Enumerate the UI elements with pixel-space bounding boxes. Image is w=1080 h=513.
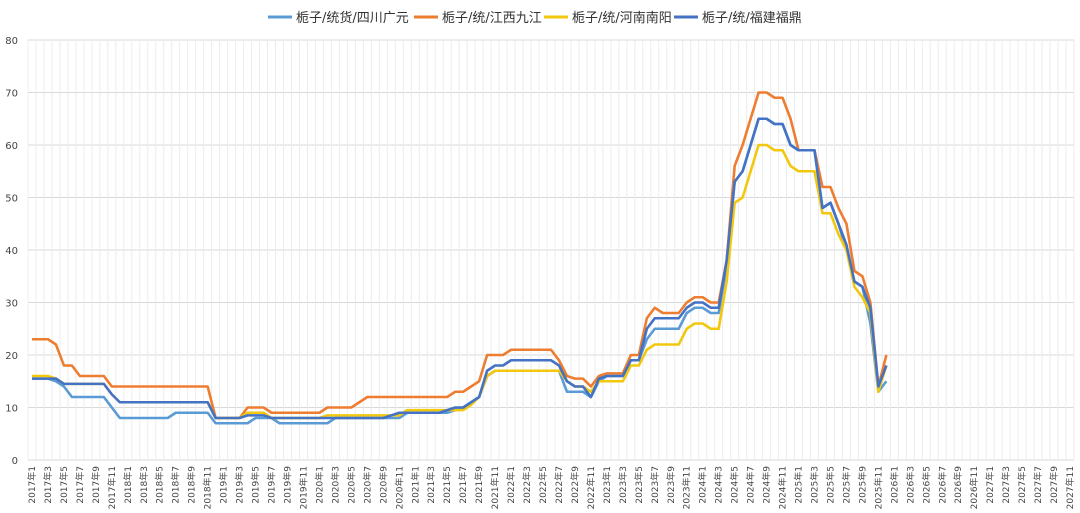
- x-tick-label: 2018年5: [154, 466, 166, 504]
- y-tick-label: 80: [5, 36, 18, 47]
- x-tick-label: 2026年11: [968, 466, 980, 509]
- x-tick-label: 2024年7: [745, 466, 757, 504]
- x-tick-label: 2021年1: [409, 466, 421, 504]
- x-tick-label: 2020年9: [377, 466, 389, 504]
- y-tick-label: 30: [5, 299, 18, 310]
- x-tick-label: 2017年3: [42, 466, 54, 504]
- x-tick-label: 2024年1: [697, 466, 709, 504]
- x-tick-label: 2026年3: [904, 466, 916, 504]
- x-tick-label: 2027年5: [1016, 466, 1028, 504]
- x-tick-label: 2022年11: [585, 466, 597, 509]
- x-tick-label: 2018年11: [202, 466, 214, 509]
- legend-label: 栀子/统/江西九江: [442, 11, 542, 26]
- x-tick-label: 2019年3: [234, 466, 246, 504]
- series-line-1: [31, 91, 888, 420]
- legend-label: 栀子/统货/四川广元: [296, 10, 409, 26]
- series-lines: [31, 91, 888, 425]
- x-axis-ticks: 2017年1 2017年3 2017年5 2017年7 2017年9 2017年11 201…: [26, 466, 1076, 510]
- x-tick-label: 2025年7: [840, 466, 852, 504]
- y-axis-ticks: 0 10 20 30 40 50 60 70 80: [5, 36, 18, 467]
- x-tick-label: 2026年1: [888, 466, 900, 504]
- x-tick-label: 2019年11: [297, 466, 309, 509]
- x-tick-label: 2021年9: [473, 466, 485, 504]
- y-tick-label: 60: [5, 141, 18, 152]
- x-tick-label: 2018年1: [122, 466, 134, 504]
- x-tick-label: 2020年3: [329, 466, 341, 504]
- x-tick-label: 2017年7: [74, 466, 86, 504]
- x-tick-label: 2026年7: [936, 466, 948, 504]
- x-tick-label: 2017年11: [106, 466, 118, 509]
- x-tick-label: 2022年5: [537, 466, 549, 504]
- x-tick-label: 2021年7: [457, 466, 469, 504]
- x-tick-label: 2022年1: [505, 466, 517, 504]
- x-tick-label: 2024年11: [777, 466, 789, 509]
- x-tick-label: 2023年1: [601, 466, 613, 504]
- x-tick-label: 2025年9: [856, 466, 868, 504]
- x-tick-label: 2027年9: [1048, 466, 1060, 504]
- x-tick-label: 2025年11: [872, 466, 884, 509]
- x-tick-label: 2026年5: [920, 466, 932, 504]
- x-tick-label: 2023年7: [649, 466, 661, 504]
- x-tick-label: 2019年7: [266, 466, 278, 504]
- y-tick-label: 20: [5, 351, 18, 362]
- x-tick-label: 2022年9: [569, 466, 581, 504]
- x-tick-label: 2020年1: [313, 466, 325, 504]
- x-tick-label: 2020年7: [361, 466, 373, 504]
- x-tick-label: 2017年9: [90, 466, 102, 504]
- x-tick-label: 2024年5: [729, 466, 741, 504]
- x-tick-label: 2023年9: [665, 466, 677, 504]
- x-tick-label: 2025年3: [808, 466, 820, 504]
- x-tick-label: 2022年7: [553, 466, 565, 504]
- y-tick-label: 10: [5, 404, 18, 415]
- x-tick-label: 2025年5: [824, 466, 836, 504]
- x-tick-label: 2023年11: [681, 466, 693, 509]
- legend-label: 栀子/统/河南南阳: [572, 10, 672, 26]
- x-tick-label: 2021年11: [489, 466, 501, 509]
- x-tick-label: 2021年3: [425, 466, 437, 504]
- x-tick-label: 2023年5: [633, 466, 645, 504]
- grid: [27, 39, 1075, 461]
- x-tick-label: 2017年1: [26, 466, 38, 504]
- x-tick-label: 2027年1: [984, 466, 996, 504]
- x-tick-label: 2017年5: [58, 466, 70, 504]
- x-tick-label: 2021年5: [441, 466, 453, 504]
- x-tick-label: 2024年3: [713, 466, 725, 504]
- x-tick-label: 2024年9: [761, 466, 773, 504]
- x-tick-label: 2027年7: [1032, 466, 1044, 504]
- x-tick-label: 2020年11: [393, 466, 405, 509]
- y-tick-label: 40: [5, 246, 18, 257]
- x-tick-label: 2019年1: [218, 466, 230, 504]
- x-tick-label: 2023年3: [617, 466, 629, 504]
- x-tick-label: 2026年9: [952, 466, 964, 504]
- x-tick-label: 2019年5: [250, 466, 262, 504]
- x-tick-label: 2018年3: [138, 466, 150, 504]
- y-tick-label: 70: [5, 89, 18, 100]
- x-tick-label: 2027年11: [1064, 466, 1076, 509]
- x-tick-label: 2019年9: [282, 466, 294, 504]
- x-tick-label: 2022年3: [521, 466, 533, 504]
- series-line-3: [31, 117, 888, 420]
- y-tick-label: 0: [12, 456, 18, 467]
- x-tick-label: 2027年3: [1000, 466, 1012, 504]
- legend-label: 栀子/统/福建福鼎: [702, 11, 802, 26]
- x-tick-label: 2018年7: [170, 466, 182, 504]
- x-tick-label: 2025年1: [793, 466, 805, 504]
- legend: 栀子/统货/四川广元 栀子/统/江西九江 栀子/统/河南南阳 栀子/统/福建福鼎: [268, 10, 802, 26]
- x-tick-label: 2020年5: [345, 466, 357, 504]
- x-tick-label: 2018年9: [186, 466, 198, 504]
- y-tick-label: 50: [5, 194, 18, 205]
